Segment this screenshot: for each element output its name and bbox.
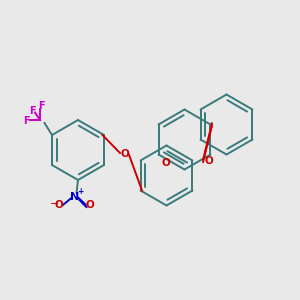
- Text: F: F: [23, 116, 30, 127]
- Text: O: O: [54, 200, 63, 211]
- Text: F: F: [38, 101, 45, 112]
- Text: +: +: [77, 187, 83, 196]
- Text: F: F: [29, 106, 36, 116]
- Text: O: O: [85, 200, 94, 211]
- Text: N: N: [70, 191, 80, 202]
- Text: O: O: [161, 158, 170, 168]
- Text: O: O: [204, 155, 213, 166]
- Text: −: −: [50, 199, 60, 209]
- Text: O: O: [120, 149, 129, 159]
